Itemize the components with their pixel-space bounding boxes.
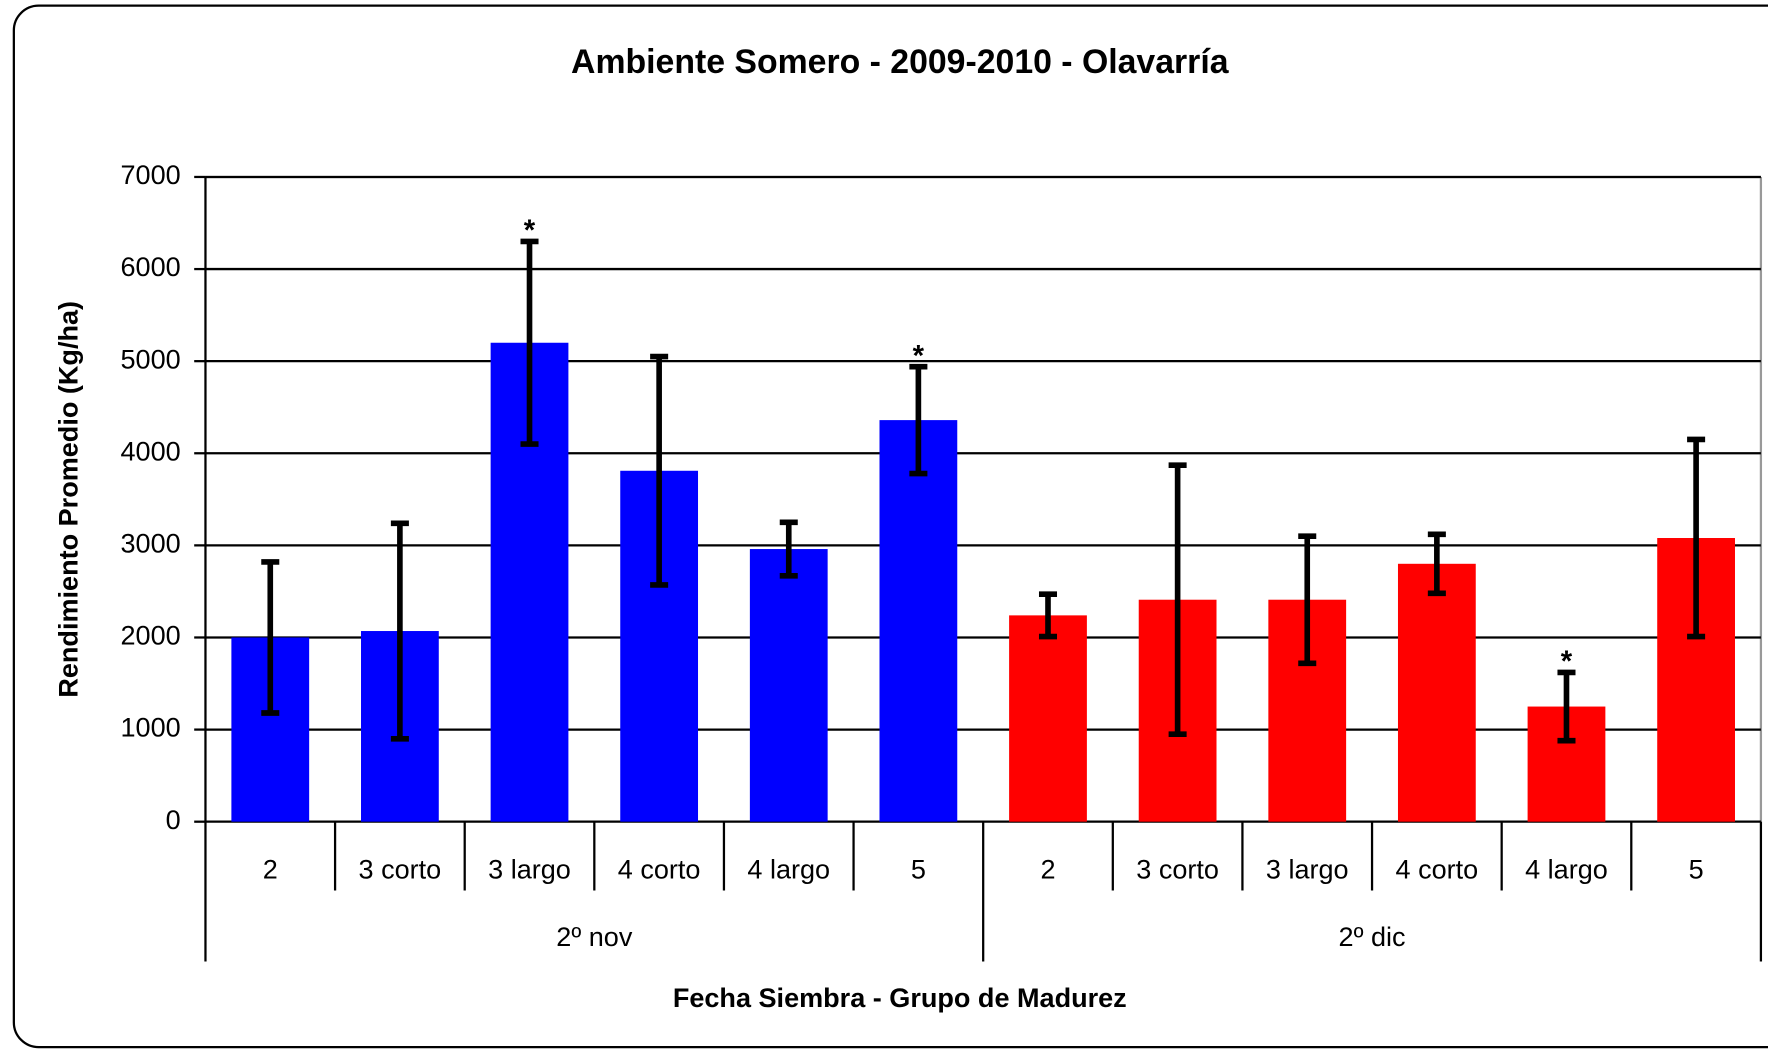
y-tick-label: 4000 — [120, 436, 180, 466]
chart-title: Ambiente Somero - 2009-2010 - Olavarría — [571, 43, 1230, 81]
bar — [749, 549, 828, 822]
group-label: 2º nov — [556, 922, 633, 952]
group-label: 2º dic — [1339, 922, 1406, 952]
x-tick-label: 4 corto — [1396, 854, 1479, 884]
x-tick-label: 4 largo — [747, 854, 830, 884]
annotation: * — [913, 339, 925, 372]
annotation: * — [1561, 645, 1573, 678]
x-tick-label: 3 largo — [1266, 854, 1349, 884]
x-tick-label: 4 corto — [618, 854, 701, 884]
x-tick-label: 5 — [1689, 854, 1704, 884]
bar — [1397, 563, 1476, 822]
x-tick-label: 3 corto — [1136, 854, 1219, 884]
y-tick-label: 2000 — [120, 621, 180, 651]
y-axis-title: Rendimiento Promedio (Kg/ha) — [53, 301, 83, 698]
annotation: * — [524, 214, 536, 247]
x-tick-label: 3 corto — [359, 854, 442, 884]
bar — [879, 420, 958, 822]
y-tick-label: 7000 — [120, 160, 180, 190]
y-tick-label: 1000 — [120, 713, 180, 743]
y-tick-label: 5000 — [120, 344, 180, 374]
x-tick-label: 3 largo — [488, 854, 571, 884]
bar — [1009, 615, 1087, 822]
x-tick-label: 4 largo — [1525, 854, 1608, 884]
x-tick-label: 5 — [911, 854, 926, 884]
x-tick-label: 2 — [1040, 854, 1055, 884]
y-tick-label: 6000 — [120, 252, 180, 282]
x-tick-label: 2 — [263, 854, 278, 884]
y-tick-label: 0 — [166, 805, 181, 835]
x-axis-title: Fecha Siembra - Grupo de Madurez — [673, 983, 1127, 1013]
y-tick-label: 3000 — [120, 529, 180, 559]
